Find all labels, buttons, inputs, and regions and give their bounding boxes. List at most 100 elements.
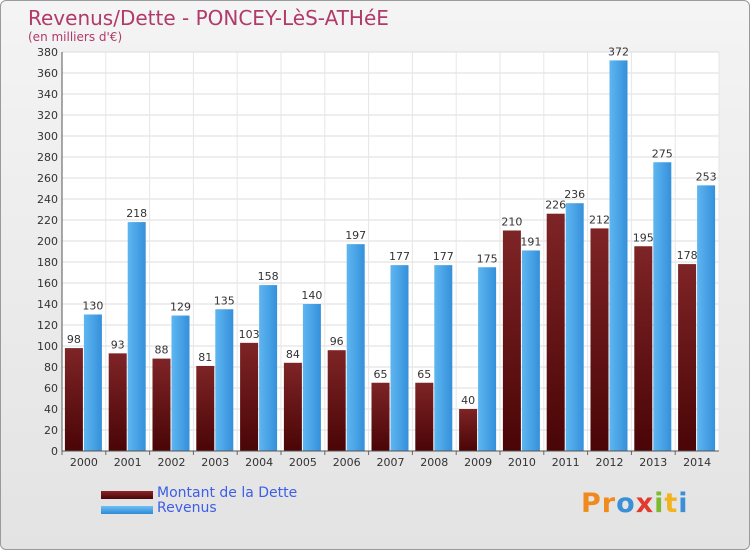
bar-revenue [215,309,234,451]
logo-letter: t [664,488,679,519]
data-label-debt: 103 [239,328,260,341]
y-tick-label: 140 [37,298,58,311]
logo-letter: i [678,488,689,519]
data-labels: 98 130 93 218 88 129 81 135 103 158 84 140 96 197 65 17… [67,45,717,407]
data-label-debt: 195 [633,231,654,244]
logo-letter: i [654,488,665,519]
y-tick-label: 280 [37,151,58,164]
data-label-revenue: 197 [345,229,366,242]
x-tick-label: 2013 [639,456,667,469]
data-label-debt: 65 [374,368,388,381]
logo-letter: o [616,488,636,519]
x-tick-label: 2008 [420,456,448,469]
data-label-debt: 178 [677,249,698,262]
bar-revenue [83,314,102,451]
bar-revenue [565,203,584,451]
x-tick-label: 2012 [596,456,624,469]
bar-revenue [697,185,716,451]
legend-swatch-debt [101,491,153,499]
bar-debt [546,213,565,451]
data-label-revenue: 236 [564,188,585,201]
legend-label-revenue: Revenus [157,500,217,516]
bar-debt [371,382,390,451]
y-tick-label: 200 [37,235,58,248]
data-label-revenue: 135 [214,294,235,307]
bar-debt [415,382,434,451]
data-label-revenue: 253 [696,170,717,183]
x-tick-label: 2014 [683,456,711,469]
y-tick-label: 160 [37,277,58,290]
data-label-debt: 81 [198,351,212,364]
data-label-revenue: 372 [608,45,629,58]
bars [64,60,716,452]
legend-label-debt: Montant de la Dette [157,485,298,501]
y-tick-label: 180 [37,256,58,269]
y-tick-label: 360 [37,67,58,80]
bar-debt [240,342,259,451]
y-tick-label: 120 [37,319,58,332]
bar-revenue [127,222,146,451]
bar-revenue [171,315,190,451]
data-label-debt: 40 [461,394,475,407]
data-label-revenue: 129 [170,301,191,314]
logo-letter: P [581,488,602,519]
bar-revenue [609,60,628,452]
x-tick-label: 2011 [552,456,580,469]
bar-debt [196,365,215,451]
x-tick-label: 2010 [508,456,536,469]
bar-revenue [302,304,321,451]
data-label-debt: 98 [67,333,81,346]
y-tick-label: 20 [44,424,58,437]
legend-swatch-revenue [101,506,153,514]
y-tick-label: 260 [37,172,58,185]
bar-revenue [346,244,365,451]
axes: 0 20 40 60 80 100 120 140 160 180 200 220 240 260 280 3… [37,46,719,469]
bar-debt [327,350,346,451]
data-label-revenue: 140 [301,289,322,302]
bar-revenue [653,162,672,451]
x-tick-label: 2006 [333,456,361,469]
bar-revenue [390,265,409,451]
data-label-debt: 96 [330,335,344,348]
data-label-debt: 88 [155,344,169,357]
y-tick-label: 240 [37,193,58,206]
bar-revenue [478,267,497,451]
x-tick-label: 2009 [464,456,492,469]
y-tick-label: 80 [44,361,58,374]
data-label-revenue: 275 [652,147,673,160]
bar-debt [634,246,653,451]
y-tick-label: 300 [37,130,58,143]
chart-subtitle: (en milliers d'€) [28,30,123,44]
y-tick-label: 380 [37,46,58,59]
bar-debt [283,362,302,451]
y-tick-label: 100 [37,340,58,353]
bar-revenue [521,250,540,451]
x-tick-label: 2000 [70,456,98,469]
data-label-debt: 210 [501,216,522,229]
data-label-debt: 212 [589,213,610,226]
bar-debt [64,348,83,451]
x-tick-label: 2001 [114,456,142,469]
y-tick-label: 60 [44,382,58,395]
bar-debt [152,358,171,451]
bar-revenue [434,265,453,451]
bar-debt [502,230,521,451]
y-tick-label: 340 [37,88,58,101]
bar-debt [590,228,609,451]
data-label-revenue: 177 [433,250,454,263]
x-tick-label: 2002 [158,456,186,469]
y-tick-label: 40 [44,403,58,416]
data-label-revenue: 158 [258,270,279,283]
data-label-revenue: 130 [82,300,103,313]
chart-title: Revenus/Dette - PONCEY-LèS-ATHéE [28,6,389,30]
data-label-debt: 93 [111,338,125,351]
bar-debt [678,264,697,451]
bar-revenue [259,285,278,451]
x-tick-label: 2004 [245,456,273,469]
x-tick-label: 2003 [201,456,229,469]
y-tick-label: 320 [37,109,58,122]
logo-letter: x [635,488,655,519]
logo-letter: r [601,488,617,519]
bar-debt [108,353,127,451]
proxiti-logo: Proxiti [581,488,689,519]
